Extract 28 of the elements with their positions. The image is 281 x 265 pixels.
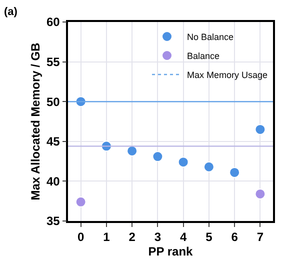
point: [178, 156, 189, 168]
point: [75, 196, 86, 208]
y-tick-label: 55: [46, 55, 60, 69]
x-tick-label: 3: [154, 230, 162, 244]
point: [203, 161, 214, 172]
point: [126, 145, 138, 156]
point: [254, 124, 266, 135]
x-tick-label: 6: [231, 230, 238, 244]
x-tick-label: 5: [206, 230, 213, 244]
y-tick-label: 45: [46, 134, 60, 149]
x-tick-label: 1: [103, 230, 110, 244]
y-tick-label: 40: [46, 174, 60, 188]
legend-label: No Balance: [187, 32, 234, 42]
legend-label: Max Memory Usage: [187, 70, 268, 80]
point: [254, 188, 266, 200]
x-tick-label: 7: [256, 230, 264, 244]
chart-title: (a): [4, 6, 18, 18]
y-tick-label: 50: [46, 94, 60, 109]
point: [152, 151, 164, 162]
y-tick-label: 35: [46, 214, 60, 228]
point: [229, 166, 240, 178]
x-tick-label: 0: [77, 230, 84, 244]
x-tick-label: 2: [128, 230, 136, 244]
y-axis-title: Max Allocated Memory / GB: [28, 42, 42, 200]
legend-label: Balance: [187, 51, 220, 62]
y-tick-label: 60: [46, 15, 60, 30]
x-tick-label: 4: [180, 230, 187, 244]
x-axis-title: PP rank: [148, 244, 194, 259]
